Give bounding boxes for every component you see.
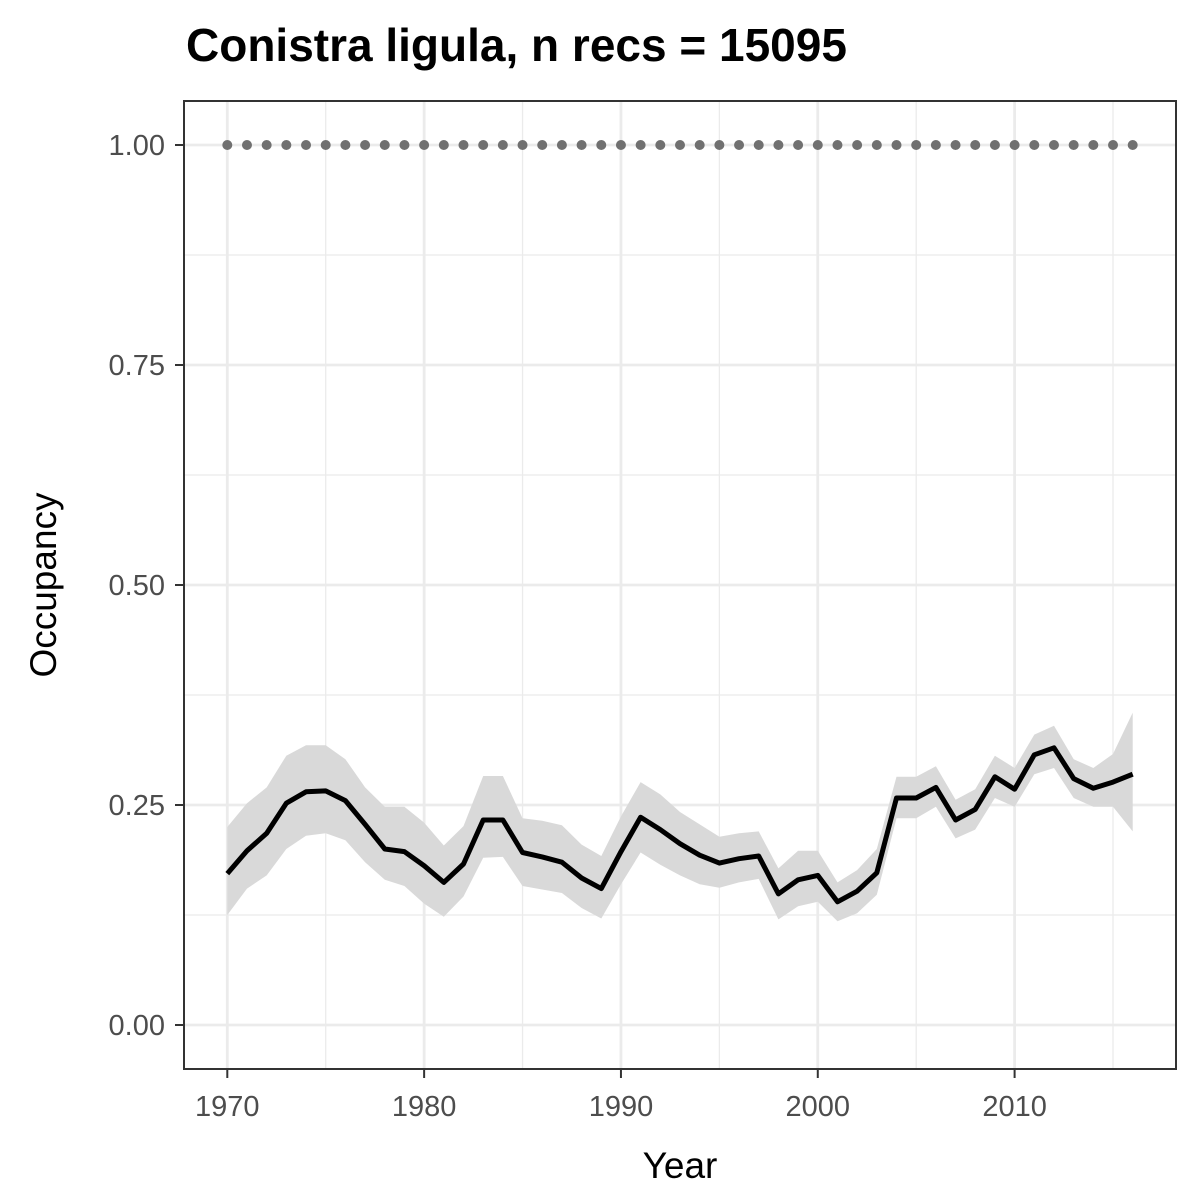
data-point [360,140,371,150]
x-tick-label: 1980 [392,1091,457,1123]
data-point [734,140,745,150]
x-tick-label: 2010 [982,1091,1047,1123]
data-point [832,140,843,150]
confidence-band [227,712,1133,922]
x-axis-title: Year [643,1145,718,1186]
data-point [1108,140,1119,150]
data-point [596,140,607,150]
data-point [989,140,1000,150]
data-point [281,140,292,150]
confidence-bands [227,712,1133,922]
data-point [576,140,587,150]
x-tick-label: 1990 [589,1091,654,1123]
data-point [1127,140,1138,150]
y-axis-ticks: 0.00 0.25 0.50 0.75 1.00 [109,130,184,1042]
y-tick-label: 0.00 [109,1010,165,1042]
data-point [891,140,902,150]
y-tick-label: 0.75 [109,350,165,382]
y-tick-label: 1.00 [109,130,165,162]
data-point [1048,140,1059,150]
data-point [478,140,489,150]
data-point [301,140,312,150]
data-point [714,140,725,150]
data-point [261,140,272,150]
data-point [635,140,646,150]
occupancy-line [225,745,1134,905]
data-point [438,140,449,150]
x-tick-label: 2000 [786,1091,851,1123]
data-point [340,140,351,150]
data-point [1029,140,1040,150]
data-point [615,140,626,150]
chart-title: Conistra ligula, n recs = 15095 [186,19,847,71]
data-point [793,140,804,150]
data-point [950,140,961,150]
data-point [222,140,233,150]
data-point [497,140,508,150]
data-point [753,140,764,150]
data-point [970,140,981,150]
data-point [241,140,252,150]
data-point [930,140,941,150]
data-point [773,140,784,150]
data-point [694,140,705,150]
data-point [419,140,430,150]
series-points [222,140,1138,150]
data-point [556,140,567,150]
data-point [1009,140,1020,150]
data-point [458,140,469,150]
y-axis-title: Occupancy [23,492,64,678]
y-tick-label: 0.25 [109,790,165,822]
data-point [517,140,528,150]
series-lines [225,745,1134,905]
x-axis-ticks: 1970 1980 1990 2000 2010 [195,1069,1047,1123]
data-point [911,140,922,150]
data-point [1068,140,1079,150]
data-point [399,140,410,150]
x-tick-label: 1970 [195,1091,260,1123]
data-point [675,140,685,150]
data-point [852,140,863,150]
data-point [655,140,666,150]
data-point [1088,140,1099,150]
data-point [812,140,823,150]
y-tick-label: 0.50 [109,570,165,602]
data-point [871,140,882,150]
data-point [320,140,331,150]
data-point [379,140,390,150]
data-point [537,140,548,150]
